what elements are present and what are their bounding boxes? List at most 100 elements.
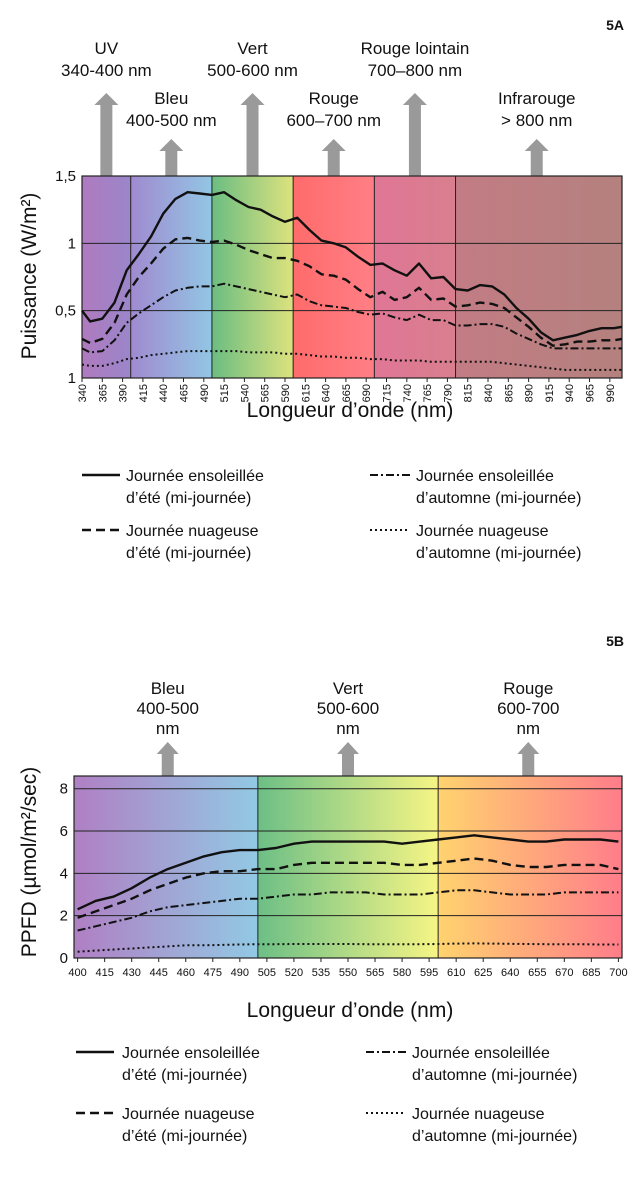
legend-label-summer-cloudy-2: d’été (mi-journée): [126, 545, 251, 562]
legend-label-autumn-sunny: Journée ensoleillée: [416, 468, 554, 485]
band-label-line: Vert: [333, 679, 364, 698]
y-tick-label: 1,5: [55, 168, 76, 185]
y-tick-label: 0,5: [55, 303, 76, 320]
x-tick-label: 765: [422, 384, 434, 402]
x-tick-label: 610: [447, 967, 465, 979]
band-label-line: 500-600 nm: [207, 61, 298, 80]
x-tick-label: 565: [260, 384, 272, 402]
legend-label-autumn-cloudy: Journée nuageuse: [416, 523, 549, 540]
band-label-line: Rouge: [503, 679, 553, 698]
band-label-line: 340-400 nm: [61, 61, 152, 80]
x-tick-label: 915: [544, 384, 556, 402]
x-tick-label: 490: [231, 967, 249, 979]
band-label-line: Rouge: [309, 89, 359, 108]
x-axis-title-5a: Longueur d’onde (nm): [247, 399, 454, 422]
y-tick-label: 8: [60, 781, 68, 798]
y-tick-label: 1: [68, 235, 76, 252]
x-tick-label: 430: [123, 967, 141, 979]
series-line-dashdot: [77, 889, 619, 932]
plot-area-5a: 1 0,5 1 1,5 340 365 390 415 440 465 490 515 540 565 59…: [55, 168, 623, 402]
legend-label-summer-sunny: Journée ensoleillée: [126, 468, 264, 485]
x-tick-label: 840: [483, 384, 495, 402]
x-tick-label: 465: [179, 384, 191, 402]
x-tick-label: 865: [503, 384, 515, 402]
x-tick-label: 890: [524, 384, 536, 402]
series-line-solid: [77, 834, 619, 911]
x-tick-label: 475: [204, 967, 222, 979]
y-axis-title-5b: PPFD (µmol/m²/sec): [18, 767, 41, 958]
x-tick-label: 340: [77, 384, 89, 402]
x-tick-label: 520: [285, 967, 303, 979]
plot-area-5b: 0 2 4 6 8 400 415 430 445 460 475 490 505 520 535 550 56…: [60, 775, 628, 979]
x-tick-label: 590: [280, 384, 292, 402]
x-tick-label: 440: [158, 384, 170, 402]
x-tick-label: 940: [564, 384, 576, 402]
series-line-solid: [81, 191, 623, 342]
x-tick-label: 415: [95, 967, 113, 979]
band-label-line: Bleu: [154, 89, 188, 108]
x-tick-label: 625: [474, 967, 492, 979]
band-label-line: nm: [516, 719, 540, 738]
spectrum-band-bg: [455, 176, 622, 378]
x-tick-label: 615: [300, 384, 312, 402]
series-line-dot: [77, 942, 619, 953]
spectrum-band-bg: [211, 176, 294, 378]
legend-label-autumn-cloudy-2: d’automne (mi-journée): [412, 1128, 577, 1145]
band-label-line: Vert: [237, 39, 268, 58]
x-tick-label: 595: [420, 967, 438, 979]
legend-label-summer-sunny-2: d’été (mi-journée): [126, 490, 251, 507]
x-tick-label: 460: [177, 967, 195, 979]
x-tick-label: 550: [339, 967, 357, 979]
band-arrow: [94, 93, 119, 176]
x-tick-label: 965: [585, 384, 597, 402]
band-label-line: Infrarouge: [498, 89, 576, 108]
legend-label-autumn-sunny: Journée ensoleillée: [412, 1045, 550, 1062]
spectrum-band-bg: [130, 176, 212, 378]
band-label-line: UV: [95, 39, 119, 58]
x-tick-label: 640: [501, 967, 519, 979]
plot-frame: [81, 175, 623, 379]
x-tick-label: 580: [393, 967, 411, 979]
x-tick-label: 655: [528, 967, 546, 979]
spectrum-band-bg: [74, 776, 258, 958]
series-line-dot: [81, 350, 622, 371]
band-label-line: nm: [156, 719, 180, 738]
x-tick-label: 490: [199, 384, 211, 402]
legend-label-autumn-sunny-2: d’automne (mi-journée): [412, 1067, 577, 1084]
panel-label-5b: 5B: [606, 633, 624, 649]
legend-5a: Journée ensoleillée d’été (mi-journée) J…: [82, 468, 581, 562]
legend-label-summer-sunny-2: d’été (mi-journée): [122, 1067, 247, 1084]
y-tick-label: 6: [60, 823, 68, 840]
band-label-line: 500-600: [317, 699, 379, 718]
x-tick-label: 790: [442, 384, 454, 402]
legend-5b: Journée ensoleillée d’été (mi-journée) J…: [76, 1045, 577, 1145]
band-arrow: [240, 93, 265, 176]
band-arrow: [524, 139, 549, 176]
x-tick-label: 515: [219, 384, 231, 402]
band-label-line: 700–800 nm: [368, 61, 463, 80]
x-tick-label: 535: [312, 967, 330, 979]
y-axis-title-5a: Puissance (W/m²): [18, 193, 41, 360]
x-tick-label: 365: [97, 384, 109, 402]
legend-label-autumn-sunny-2: d’automne (mi-journée): [416, 490, 581, 507]
legend-label-summer-cloudy-2: d’été (mi-journée): [122, 1128, 247, 1145]
x-tick-label: 665: [341, 384, 353, 402]
y-tick-label: 0: [60, 950, 68, 967]
x-tick-label: 700: [609, 967, 627, 979]
band-label-line: > 800 nm: [501, 111, 572, 130]
legend-label-summer-sunny: Journée ensoleillée: [122, 1045, 260, 1062]
legend-label-autumn-cloudy-2: d’automne (mi-journée): [416, 545, 581, 562]
x-tick-label: 715: [382, 384, 394, 402]
y-tick-label: 4: [60, 865, 68, 882]
x-tick-label: 540: [239, 384, 251, 402]
band-label-line: nm: [336, 719, 360, 738]
x-tick-label: 415: [138, 384, 150, 402]
spectrum-band-bg: [293, 176, 375, 378]
x-tick-label: 400: [68, 967, 86, 979]
band-label-line: 400-500: [137, 699, 199, 718]
band-arrow: [159, 139, 184, 176]
band-label-line: 600–700 nm: [286, 111, 381, 130]
